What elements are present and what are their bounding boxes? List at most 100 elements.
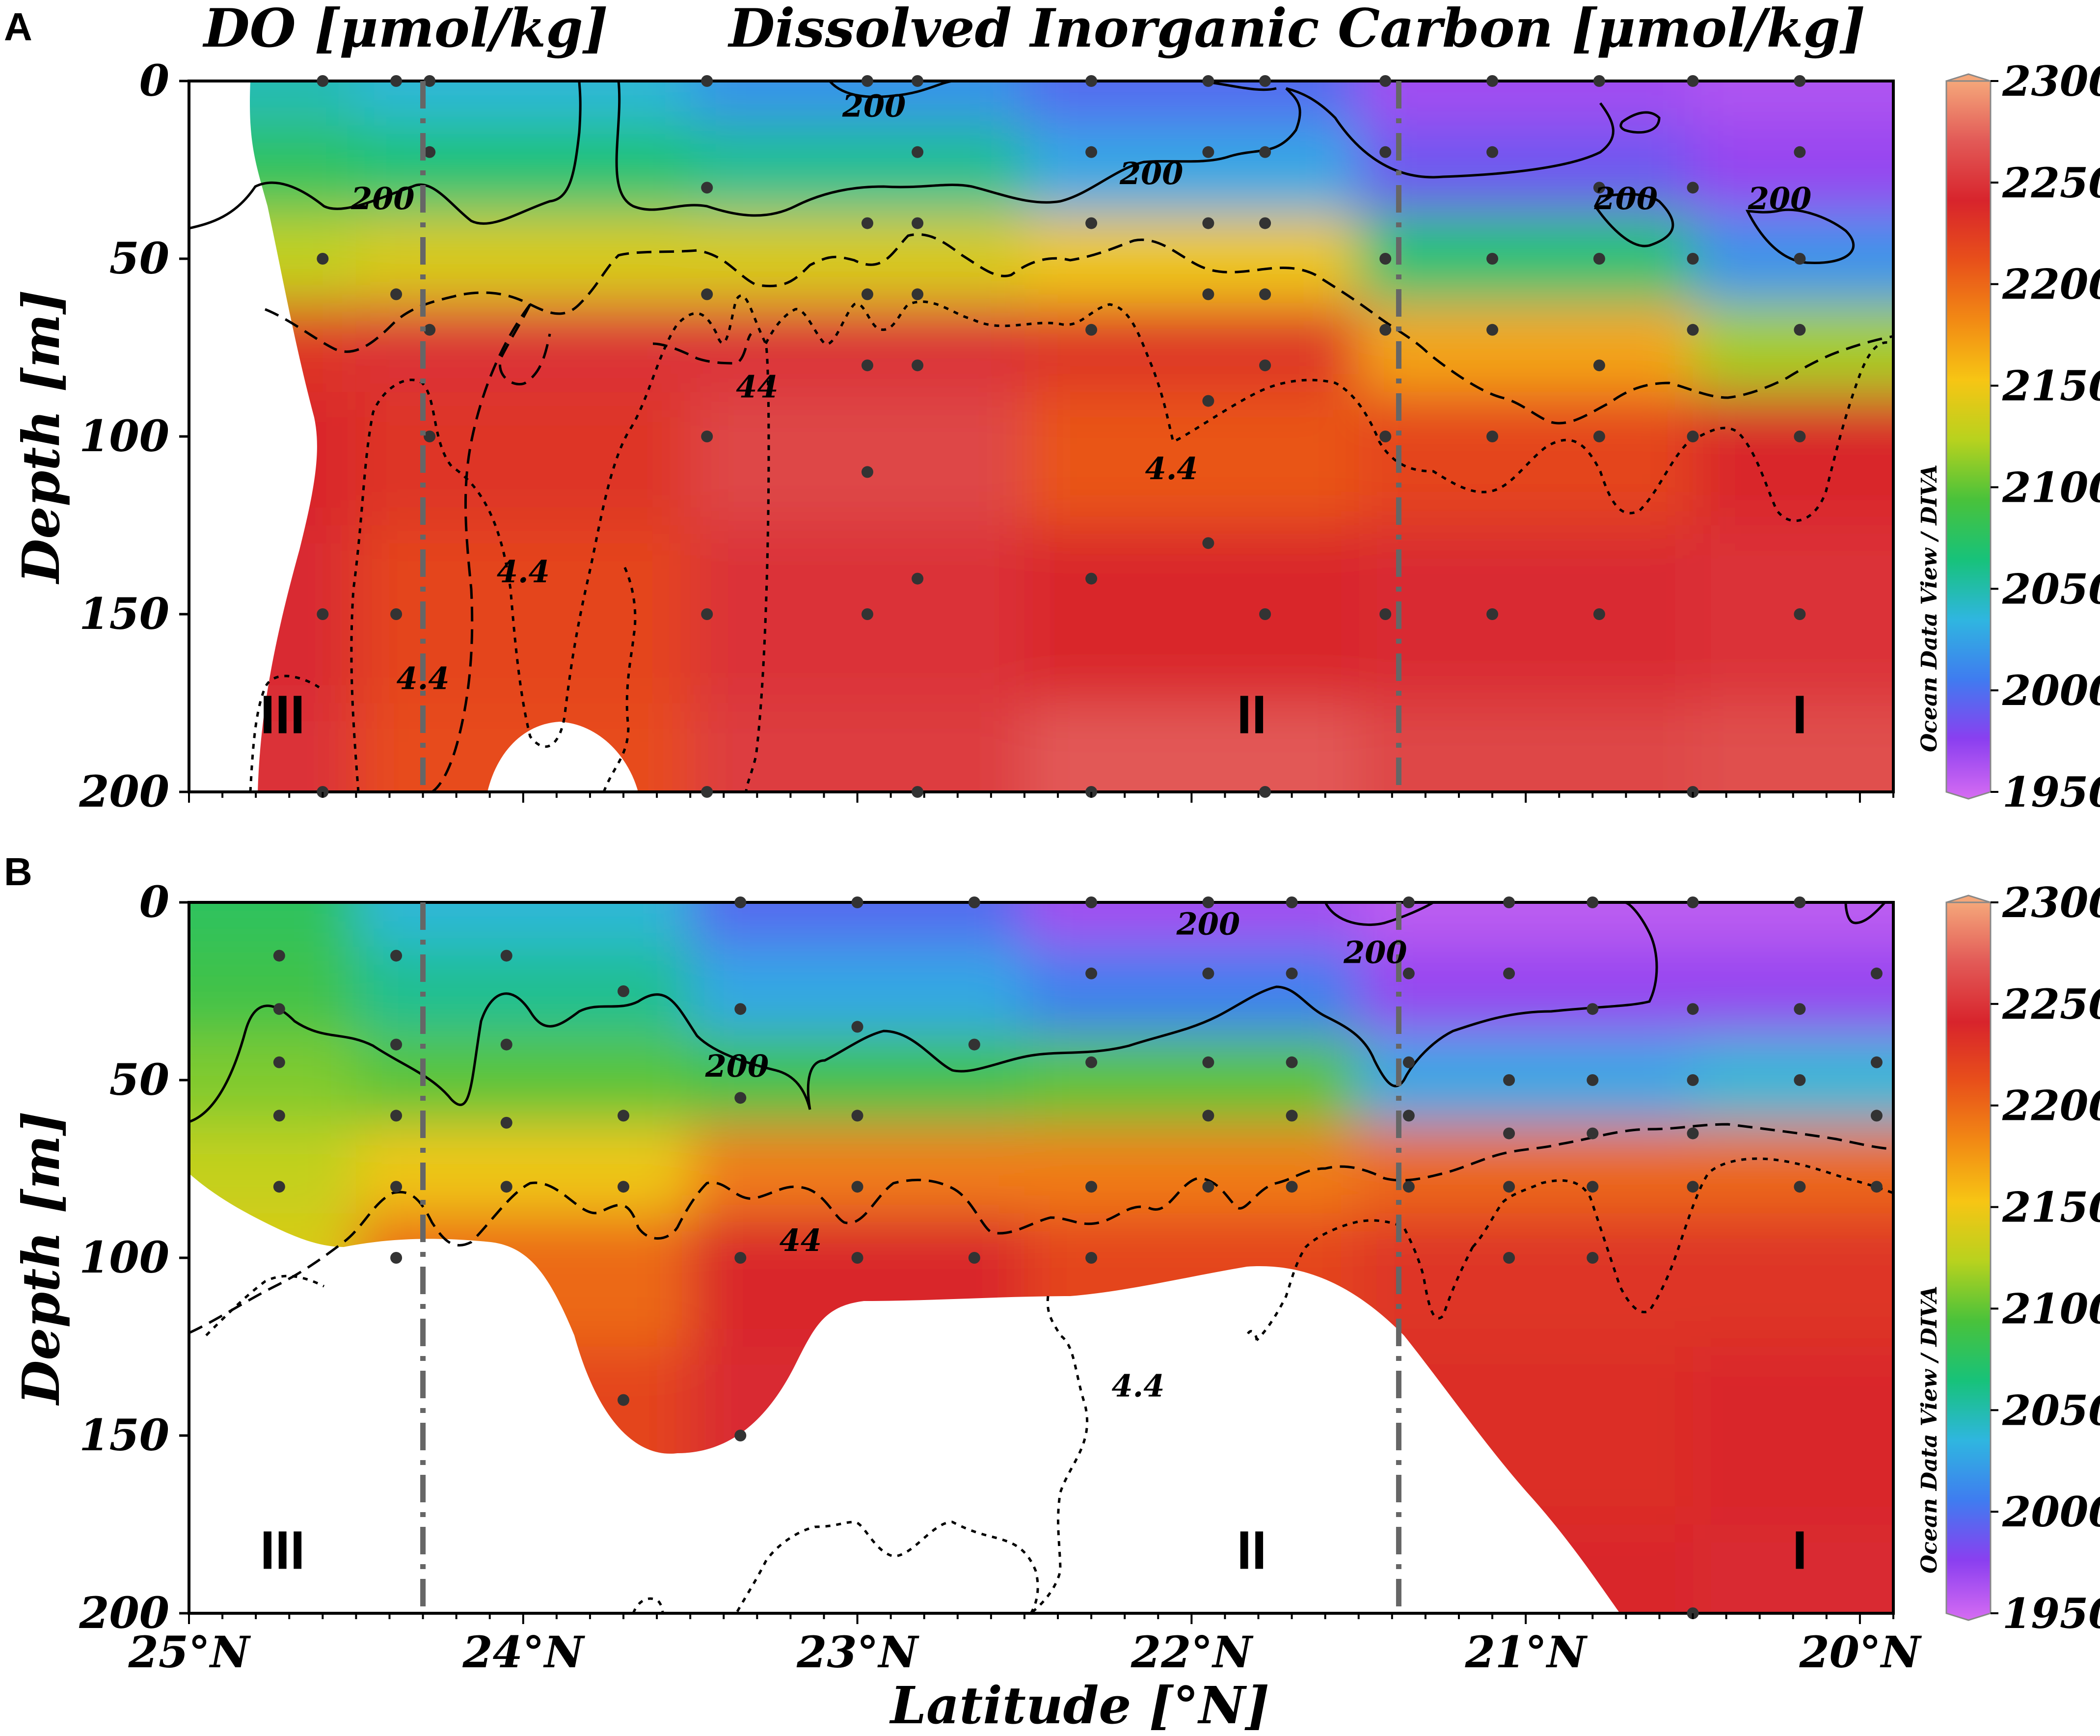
station-dot [1259, 608, 1271, 620]
contours-b [189, 902, 1886, 1123]
dic-cell [1358, 947, 1693, 1036]
station-dot [390, 1181, 403, 1193]
station-dot [1794, 146, 1806, 158]
dic-cell [356, 125, 691, 215]
colorbar-tick-label: 2150 [2002, 1183, 2100, 1232]
station-dot [1202, 395, 1214, 407]
station-dot [1379, 75, 1392, 87]
contour-label: 200 [1343, 934, 1407, 970]
station-dot [1202, 288, 1214, 300]
colorbar-tick-label: 2300 [2002, 57, 2100, 106]
station-dot [851, 1021, 863, 1033]
station-dot [1593, 359, 1605, 372]
station-dot [1379, 608, 1392, 620]
dic-cell [1024, 125, 1359, 215]
contour-label: 200 [1119, 156, 1183, 191]
stations-b [273, 896, 1883, 1619]
station-dot [701, 182, 713, 194]
contour-label: 200 [1176, 906, 1240, 942]
station-dot [1202, 75, 1214, 87]
contour-labels-b: 200 200 200 44 4.4 [705, 906, 1407, 1404]
x-tick-label: 21°N [1465, 1627, 1588, 1678]
station-dot [424, 324, 436, 336]
dic-cell [189, 1035, 356, 1125]
dic-cell [1693, 392, 1893, 525]
dic-cell [690, 947, 1024, 1036]
station-dot [1870, 967, 1883, 979]
y-tick-label: 200 [79, 766, 169, 817]
region-label: I [1792, 1520, 1807, 1581]
station-dot [1687, 1181, 1699, 1193]
x-tick-label: 24°N [462, 1627, 585, 1678]
station-dot [273, 1181, 285, 1193]
contours-44-a [265, 233, 1893, 792]
x-tick-label: 25°N [128, 1627, 251, 1678]
station-dot [1379, 431, 1392, 442]
station-dot [734, 1003, 747, 1015]
y-tick-label: 0 [139, 55, 169, 106]
regions-b: III II I [260, 1520, 1807, 1581]
dic-cell [356, 1124, 691, 1214]
station-dot [1085, 324, 1098, 336]
station-dot [968, 1038, 980, 1051]
contour-label: 4.4 [1111, 1368, 1164, 1404]
contour-labels-a: 200 200 200 200 200 44 4.4 4.4 4.4 [350, 88, 1811, 697]
x-tick-labels: 25°N 24°N 23°N 22°N 21°N 20°N [128, 1627, 1922, 1678]
contour-label: 4.4 [1145, 451, 1198, 487]
station-dot [1794, 608, 1806, 620]
station-dot [1259, 786, 1271, 798]
dic-cell [1024, 392, 1359, 525]
stations-a [317, 75, 1806, 798]
boundaries-a [420, 81, 1401, 792]
station-dot [1794, 1074, 1806, 1086]
station-dot [734, 1430, 747, 1441]
station-dot [968, 896, 980, 908]
station-dot [618, 1394, 630, 1406]
panel-a: A [4, 5, 2100, 817]
station-dot [618, 1181, 630, 1193]
station-dot [1794, 253, 1806, 265]
colorbar-tick-label: 2200 [2002, 260, 2100, 309]
region-label: I [1792, 685, 1807, 745]
colorbar-tick-label: 2050 [2002, 1386, 2100, 1435]
station-dot [701, 288, 713, 300]
station-dot [1486, 324, 1499, 336]
contour-label: 200 [842, 88, 906, 124]
dic-cell [1358, 392, 1693, 525]
colorbar-tick-label: 1950 [2002, 768, 2100, 816]
dic-cell [1358, 1035, 1693, 1125]
colorbar-ramp [1945, 901, 1992, 1621]
station-dot [1402, 1181, 1415, 1193]
dic-cell [356, 902, 691, 947]
colorbar-tick-label: 2250 [2002, 980, 2100, 1029]
station-dot [701, 786, 713, 798]
station-dot [1259, 359, 1271, 372]
dic-cell [1693, 525, 1893, 703]
station-dot [390, 75, 403, 87]
dic-cell [690, 902, 1024, 947]
dic-field-a [189, 81, 1893, 792]
y-axis-b: 0 50 100 150 200 [79, 876, 189, 1638]
station-dot [1202, 896, 1214, 908]
dic-cell [690, 525, 1024, 703]
station-dot [1587, 1074, 1599, 1086]
x-axis-label: Latitude [°N] [889, 1675, 1269, 1736]
colorbar-tick-label: 1950 [2002, 1589, 2100, 1638]
colorbar-tick-label: 2050 [2002, 565, 2100, 613]
station-dot [1379, 324, 1392, 336]
x-tick-label: 20°N [1799, 1627, 1922, 1678]
dic-cell [690, 1124, 1024, 1214]
station-dot [1486, 608, 1499, 620]
station-dot [1593, 253, 1605, 265]
region-label: III [260, 1520, 305, 1581]
station-dot [1486, 146, 1499, 158]
station-dot [1503, 1074, 1515, 1086]
station-dot [1687, 324, 1699, 336]
station-dot [1402, 1110, 1415, 1122]
dic-cell [1358, 214, 1693, 303]
station-dot [1794, 324, 1806, 336]
x-tick-label: 22°N [1131, 1627, 1254, 1678]
station-dot [1085, 75, 1098, 87]
station-dot [1379, 146, 1392, 158]
dic-cell [1693, 81, 1893, 126]
